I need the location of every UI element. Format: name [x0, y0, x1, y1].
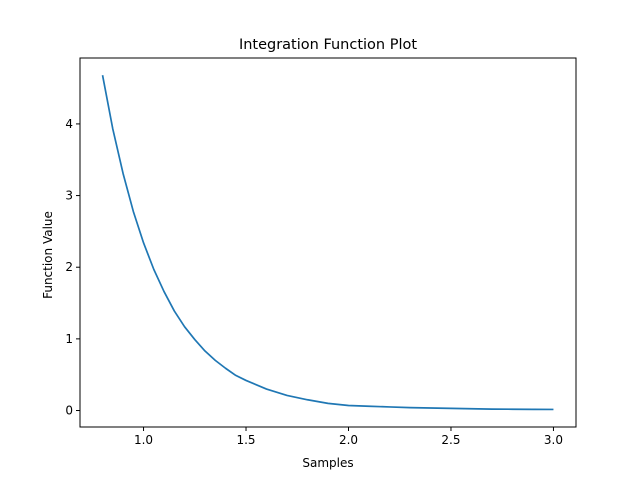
y-axis-title: Function Value	[41, 211, 55, 299]
y-axis: 0 1 2 3 4	[65, 117, 80, 418]
x-tick-label: 2.0	[339, 433, 358, 447]
y-tick-label: 0	[65, 404, 73, 418]
chart-title: Integration Function Plot	[239, 37, 417, 53]
x-axis-title: Samples	[302, 456, 353, 470]
plot-area	[101, 75, 554, 411]
x-tick-label: 1.5	[236, 433, 255, 447]
axes-frame	[79, 57, 577, 428]
y-tick-label: 3	[65, 189, 73, 203]
x-tick-label: 3.0	[544, 433, 563, 447]
x-axis: 1.0 1.5 2.0 2.5 3.0	[134, 427, 563, 447]
x-tick-label: 1.0	[134, 433, 153, 447]
y-tick-label: 1	[65, 332, 73, 346]
series-line	[101, 75, 554, 411]
y-tick-label: 4	[65, 117, 73, 131]
y-tick-label: 2	[65, 260, 73, 274]
x-tick-label: 2.5	[441, 433, 460, 447]
